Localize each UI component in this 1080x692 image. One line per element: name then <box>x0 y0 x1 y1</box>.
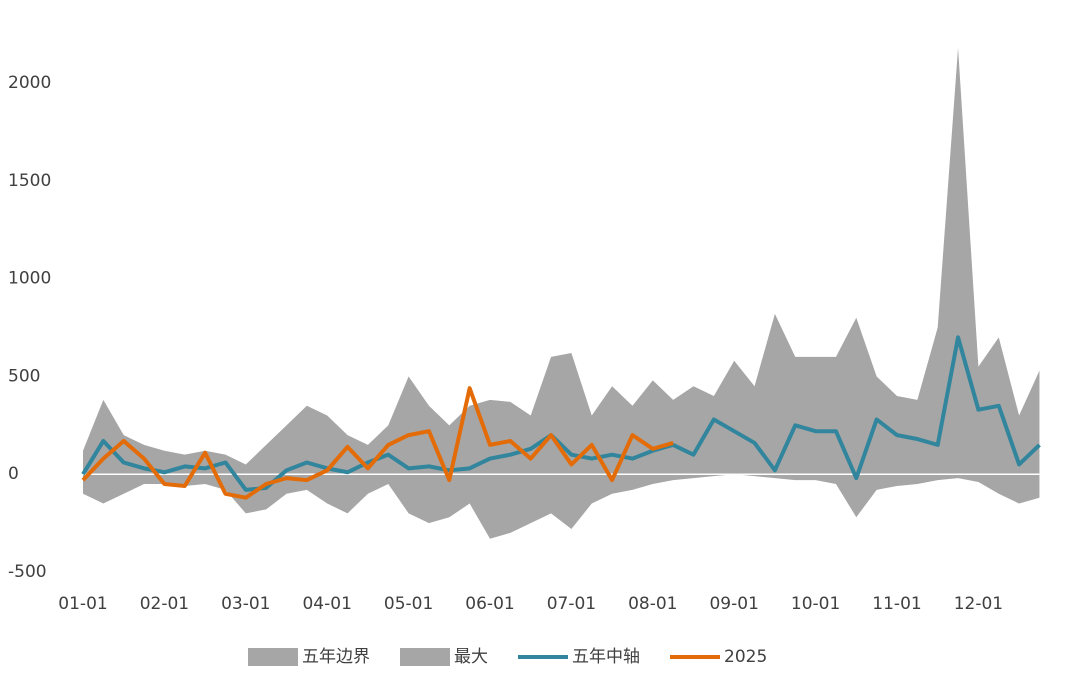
legend-swatch <box>400 648 450 666</box>
legend-label: 五年中轴 <box>572 647 640 667</box>
x-tick-label: 09-01 <box>709 594 758 614</box>
x-tick-label: 02-01 <box>140 594 189 614</box>
area <box>83 474 1040 539</box>
line <box>81 386 674 500</box>
area <box>83 47 1040 475</box>
y-tick-label: 1500 <box>8 171 51 191</box>
x-tick-label: 07-01 <box>547 594 596 614</box>
y-tick-label: 1000 <box>8 269 51 289</box>
legend-label: 五年边界 <box>302 647 370 667</box>
x-tick-label: 04-01 <box>302 594 351 614</box>
y-tick-label: 0 <box>8 464 19 484</box>
x-tick-label: 10-01 <box>791 594 840 614</box>
x-tick-label: 01-01 <box>58 594 107 614</box>
x-tick-label: 05-01 <box>384 594 433 614</box>
x-tick-label: 06-01 <box>465 594 514 614</box>
x-tick-label: 03-01 <box>221 594 270 614</box>
y-tick-label: -500 <box>8 562 47 582</box>
x-tick-label: 11-01 <box>872 594 921 614</box>
y-tick-label: 500 <box>8 366 40 386</box>
x-tick-label: 12-01 <box>954 594 1003 614</box>
legend-label: 最大 <box>454 647 488 667</box>
legend-label: 2025 <box>724 647 767 667</box>
x-tick-label: 08-01 <box>628 594 677 614</box>
line <box>81 335 1041 492</box>
legend-swatch <box>248 648 298 666</box>
y-tick-label: 2000 <box>8 73 51 93</box>
